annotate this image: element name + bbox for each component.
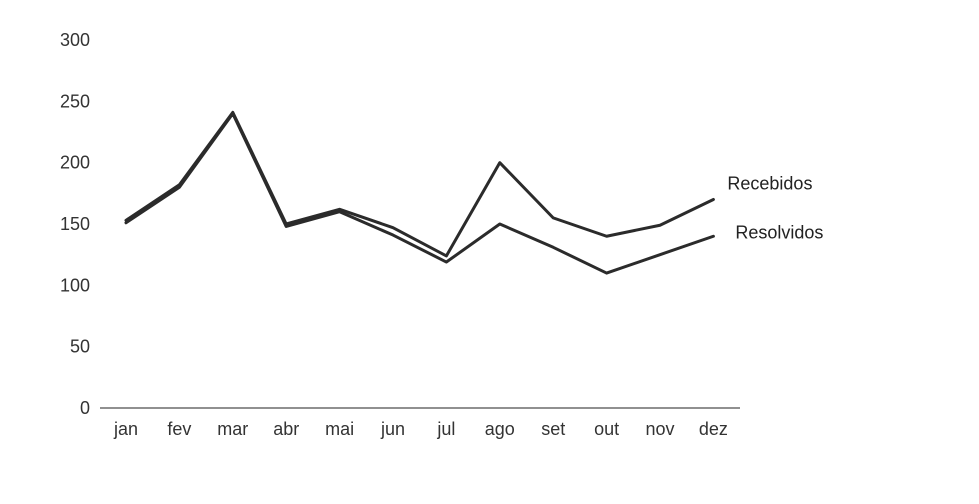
y-tick-label: 200 [60, 153, 90, 173]
x-tick-label: ago [485, 419, 515, 439]
y-tick-label: 300 [60, 30, 90, 50]
y-tick-label: 100 [60, 275, 90, 295]
series-line-resolvidos [124, 112, 715, 275]
x-axis-tick-labels: jan fev mar abr mai jun jul ago set out nov dez [113, 419, 728, 439]
series-lines [124, 110, 715, 275]
y-axis-tick-labels: 0 50 100 150 200 250 300 [60, 30, 90, 418]
series-label-resolvidos: Resolvidos [735, 222, 823, 242]
x-tick-label: nov [645, 419, 674, 439]
y-tick-label: 50 [70, 337, 90, 357]
x-tick-label: jun [380, 419, 405, 439]
x-tick-label: abr [273, 419, 299, 439]
x-tick-label: fev [167, 419, 191, 439]
x-tick-label: mar [217, 419, 248, 439]
series-labels: Recebidos Resolvidos [727, 173, 823, 242]
x-tick-label: dez [699, 419, 728, 439]
y-tick-label: 0 [80, 398, 90, 418]
series-label-recebidos: Recebidos [727, 173, 812, 193]
x-tick-label: out [594, 419, 619, 439]
y-tick-label: 150 [60, 214, 90, 234]
y-tick-label: 250 [60, 91, 90, 111]
x-tick-label: jan [113, 419, 138, 439]
x-tick-label: jul [436, 419, 455, 439]
series-line-recebidos [124, 110, 715, 258]
x-tick-label: mai [325, 419, 354, 439]
x-tick-label: set [541, 419, 565, 439]
